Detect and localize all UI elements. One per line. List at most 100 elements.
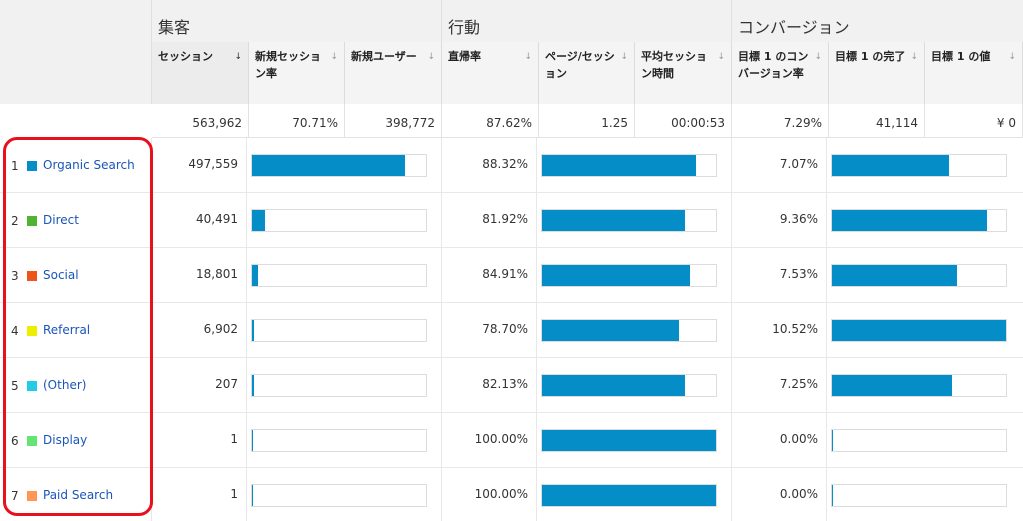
sessions-value: 18,801 [152,248,247,303]
bounce-rate-value: 78.70% [442,303,537,358]
row-label: 6 Display [0,413,152,468]
column-header-0[interactable]: セッション ↓ [152,42,249,104]
bar-fill [252,485,253,506]
bounce-rate-value: 100.00% [442,413,537,468]
channel-link[interactable]: Social [43,268,79,282]
row-index: 1 [11,159,19,173]
row-label: 2 Direct [0,193,152,248]
conversion-rate-value: 7.07% [732,138,827,193]
bar-fill [832,265,957,286]
column-header-label: セッション [158,50,213,63]
total-cell: 563,962 [152,104,249,138]
sessions-bar-cell [247,358,442,413]
column-header-label: 新規セッション率 [255,50,321,80]
bar-fill [832,430,833,451]
bar-fill [252,375,254,396]
bounce-bar [541,374,717,397]
bounce-bar-cell [537,468,732,521]
bounce-bar [541,429,717,452]
bar-fill [252,430,253,451]
bar-fill [252,155,406,176]
corner-cell [0,0,152,42]
column-header-6[interactable]: 目標 1 のコンバージョン率 ↓ [732,42,829,104]
column-header-1[interactable]: 新規セッション率 ↓ [249,42,345,104]
row-index: 5 [11,379,19,393]
channel-link[interactable]: Referral [43,323,91,337]
column-header-4[interactable]: ページ/セッション ↓ [539,42,635,104]
conversion-bar [831,154,1007,177]
sort-arrow-icon[interactable]: ↓ [427,52,435,62]
sort-arrow-icon[interactable]: ↓ [1008,52,1016,62]
sessions-bar [251,319,427,342]
row-label: 7 Paid Search [0,468,152,521]
sessions-value: 1 [152,413,247,468]
bar-fill [542,210,685,231]
sessions-bar [251,484,427,507]
column-header-7[interactable]: 目標 1 の完了 ↓ [829,42,925,104]
sessions-bar [251,374,427,397]
row-index: 7 [11,489,19,503]
sort-arrow-icon[interactable]: ↓ [717,52,725,62]
conversion-bar-cell [827,413,1023,468]
sessions-bar [251,154,427,177]
bounce-bar-cell [537,193,732,248]
bounce-bar-cell [537,358,732,413]
bar-fill [832,375,952,396]
channel-link[interactable]: Display [43,433,88,447]
total-cell: 70.71% [249,104,345,138]
bar-fill [832,155,949,176]
channel-link[interactable]: Paid Search [43,488,114,502]
bar-fill [542,320,679,341]
bounce-rate-value: 82.13% [442,358,537,413]
row-label: 3 Social [0,248,152,303]
sort-arrow-icon[interactable]: ↓ [524,52,532,62]
conversion-bar-cell [827,468,1023,521]
conversion-bar [831,374,1007,397]
column-header-label: 直帰率 [448,50,481,63]
column-header-8[interactable]: 目標 1 の値 ↓ [925,42,1023,104]
column-header-5[interactable]: 平均セッション時間 ↓ [635,42,732,104]
channel-link[interactable]: Direct [43,213,79,227]
channel-color-swatch [27,271,37,281]
bar-fill [542,430,716,451]
bar-fill [542,375,685,396]
sessions-bar [251,264,427,287]
conversion-bar [831,264,1007,287]
sort-arrow-icon[interactable]: ↓ [620,52,628,62]
sessions-value: 1 [152,468,247,521]
bounce-bar-cell [537,303,732,358]
row-index: 2 [11,214,19,228]
sessions-value: 40,491 [152,193,247,248]
conversion-bar [831,429,1007,452]
total-cell: ¥ 0 [925,104,1023,138]
sessions-bar-cell [247,248,442,303]
column-header-2[interactable]: 新規ユーザー ↓ [345,42,442,104]
sessions-bar-cell [247,193,442,248]
group-behavior: 行動 [442,0,732,42]
total-cell: 87.62% [442,104,539,138]
channel-color-swatch [27,491,37,501]
channel-link[interactable]: (Other) [43,378,87,392]
bar-fill [542,265,690,286]
sort-arrow-icon[interactable]: ↓ [234,52,242,62]
group-conversion: コンバージョン [732,0,1023,42]
bounce-bar [541,319,717,342]
column-header-3[interactable]: 直帰率 ↓ [442,42,539,104]
conversion-bar-cell [827,138,1023,193]
conversion-rate-value: 7.25% [732,358,827,413]
channel-color-swatch [27,436,37,446]
total-cell: 398,772 [345,104,442,138]
sessions-value: 6,902 [152,303,247,358]
bar-fill [252,210,265,231]
sort-arrow-icon[interactable]: ↓ [330,52,338,62]
sort-arrow-icon[interactable]: ↓ [910,52,918,62]
channel-link[interactable]: Organic Search [43,158,135,172]
total-cell: 41,114 [829,104,925,138]
bar-fill [832,320,1006,341]
group-acquisition: 集客 [152,0,442,42]
channel-color-swatch [27,326,37,336]
bounce-rate-value: 84.91% [442,248,537,303]
sort-arrow-icon[interactable]: ↓ [814,52,822,62]
total-cell: 1.25 [539,104,635,138]
